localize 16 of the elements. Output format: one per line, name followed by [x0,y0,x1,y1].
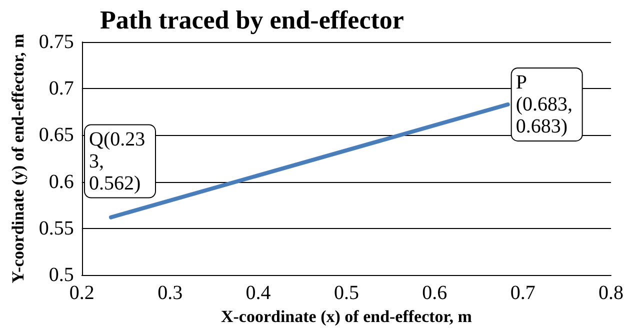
x-tick-label: 0.5 [334,282,359,304]
y-tick-label: 0.6 [48,170,74,193]
x-tick-label: 0.4 [246,282,271,304]
y-tick-label: 0.7 [48,78,74,100]
x-axis-title: X-coordinate (x) of end-effector, m [220,307,472,326]
x-tick-label: 0.6 [422,282,448,304]
annotation: Q(0.233, 0.562) [89,128,146,194]
x-tick-label: 0.3 [158,282,183,304]
y-tick-label: 0.75 [38,31,74,53]
chart-title: Path traced by end-effector [100,6,404,34]
x-tick-label: 0.8 [598,282,624,304]
y-tick-label: 0.55 [38,217,74,240]
annotation: P (0.683, 0.683) [516,71,578,138]
y-axis-title: Y-coordinate (y) of end-effector, m [8,34,28,284]
x-tick-label: 0.7 [510,282,536,304]
y-tick-label: 0.65 [38,124,74,146]
